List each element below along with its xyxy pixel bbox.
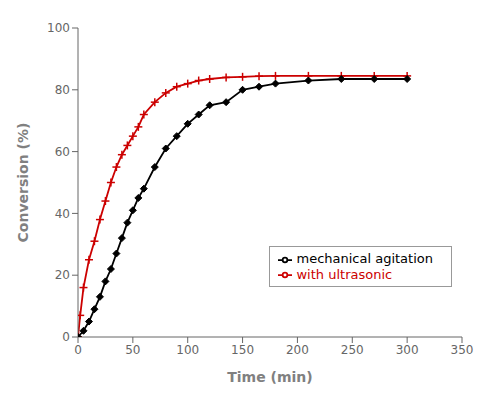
html-text:with ultrasonic: with ultrasonic — [296, 266, 393, 282]
svg-text:200: 200 — [286, 343, 309, 357]
svg-text:100: 100 — [47, 21, 70, 35]
svg-text:0: 0 — [62, 330, 70, 344]
svg-text:Conversion (%): Conversion (%) — [15, 123, 31, 243]
svg-text:150: 150 — [231, 343, 254, 357]
svg-text:250: 250 — [341, 343, 364, 357]
svg-text:300: 300 — [396, 343, 419, 357]
svg-text:80: 80 — [55, 83, 70, 97]
svg-text:100: 100 — [176, 343, 199, 357]
svg-text:0: 0 — [74, 343, 82, 357]
svg-text:40: 40 — [55, 207, 70, 221]
svg-text:Time (min): Time (min) — [227, 369, 312, 385]
svg-text:20: 20 — [55, 268, 70, 282]
svg-text:50: 50 — [125, 343, 140, 357]
svg-text:350: 350 — [451, 343, 474, 357]
html-text:mechanical agitation: mechanical agitation — [296, 251, 433, 266]
svg-text:60: 60 — [55, 145, 70, 159]
